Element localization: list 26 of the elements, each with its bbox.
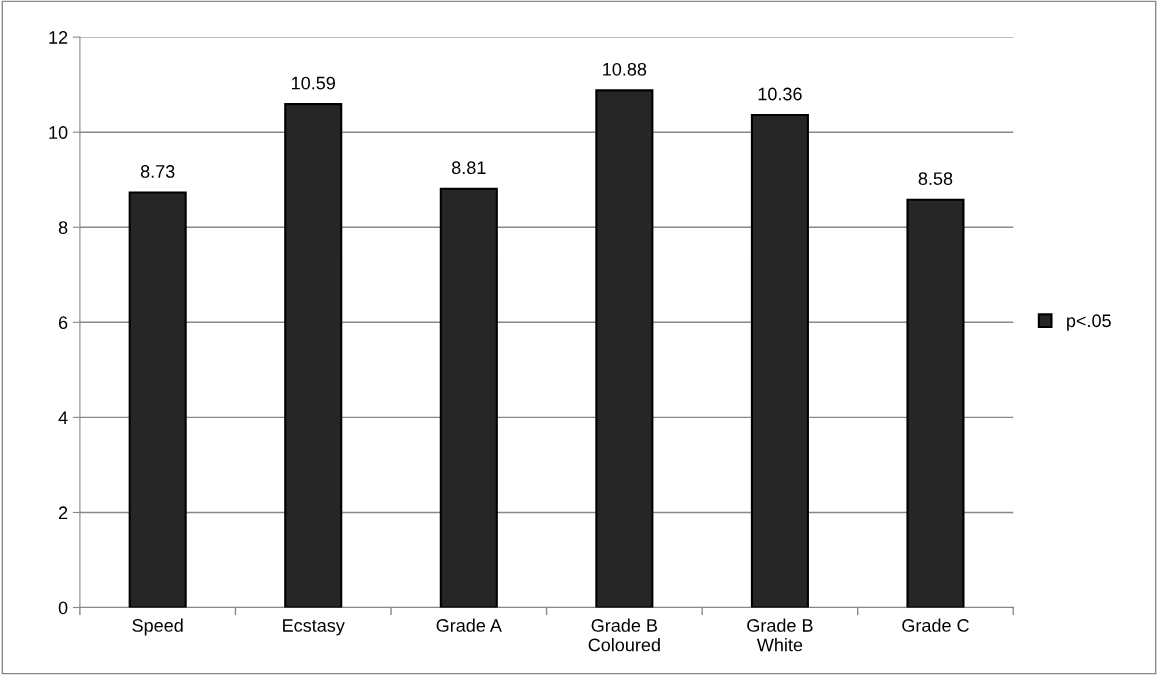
x-tick-label: Ecstasy [283, 619, 345, 636]
bar [595, 89, 654, 608]
x-tick-label: Grade A [436, 618, 502, 632]
bar [750, 114, 809, 608]
data-label: 10.59 [292, 76, 335, 90]
y-tick-label: 12 [49, 31, 68, 44]
bar [439, 187, 498, 608]
data-label: 8.58 [918, 172, 953, 185]
y-tick-label: 8 [58, 221, 68, 234]
data-label: 8.81 [452, 161, 486, 175]
bar [128, 191, 187, 608]
data-label: 10.36 [758, 87, 802, 101]
x-tick-label: Grade B Coloured [588, 618, 660, 652]
data-label: 10.88 [603, 62, 647, 76]
data-label: 8.73 [140, 165, 175, 178]
y-tick-label: 4 [58, 411, 68, 424]
legend-label: p<.05 [1067, 314, 1111, 331]
x-tick-label: Speed [132, 618, 183, 636]
y-tick-label: 10 [49, 126, 68, 139]
y-tick-label: 6 [58, 316, 68, 330]
x-tick-label: Grade B White [747, 618, 813, 652]
y-tick-label: 2 [58, 506, 68, 519]
x-tick-label: Grade C [902, 618, 969, 632]
bar [284, 103, 343, 608]
bar [906, 198, 965, 608]
y-tick-label: 0 [58, 601, 68, 615]
